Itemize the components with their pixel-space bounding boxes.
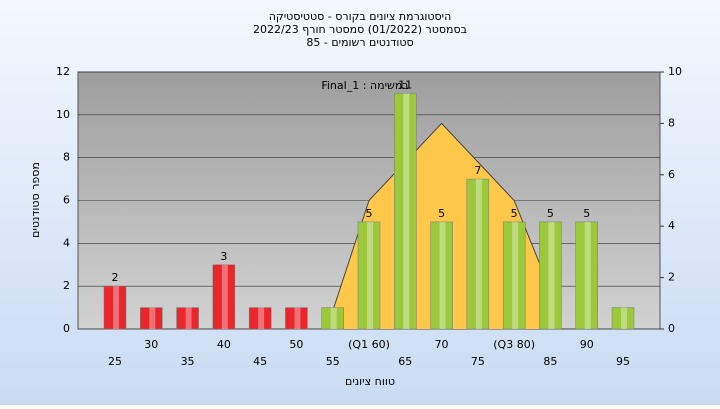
x-tick-label: 90 <box>580 338 594 351</box>
bar <box>575 221 598 330</box>
bar <box>248 307 272 330</box>
bar-highlight <box>258 307 265 329</box>
bar-highlight <box>621 307 627 329</box>
bar <box>466 178 490 330</box>
bar-highlight <box>185 307 192 329</box>
y-tick-label: 2 <box>63 279 70 292</box>
bar-highlight <box>367 221 373 329</box>
x-tick-label: 50 <box>289 338 303 351</box>
value-label: 2 <box>112 271 119 284</box>
y-tick-label: 0 <box>63 322 70 335</box>
bar-highlight <box>584 221 591 329</box>
y2-tick-label: 6 <box>668 168 675 181</box>
x-tick-label: 40 <box>217 338 231 351</box>
bar <box>357 221 381 330</box>
y2-tick-label: 0 <box>668 322 675 335</box>
y-tick-label: 4 <box>63 236 70 249</box>
value-label: 5 <box>583 207 590 220</box>
curve-line <box>332 122 551 312</box>
x-tick-label: 65 <box>398 355 412 368</box>
chart-subtitle: בסמסטר (01/2022) סמסטר חורף 2022/23 <box>253 23 467 36</box>
bar <box>430 221 453 330</box>
bar <box>611 307 635 330</box>
bar <box>212 264 236 330</box>
value-label: 5 <box>438 207 445 220</box>
x-tick-label: 75 <box>471 355 485 368</box>
bar <box>285 307 308 330</box>
bar-highlight <box>113 286 119 329</box>
x-tick-label: 45 <box>253 355 267 368</box>
chart-title: היסטוגרמת ציונים בקורס - סטטיסטיקה <box>269 10 452 23</box>
annotation: Final_1 : במשימה <box>321 79 408 92</box>
x-tick-label: (Q3 80) <box>493 338 535 351</box>
x-axis-label: טווח ציונים <box>345 375 395 388</box>
y2-tick-label: 10 <box>668 65 682 78</box>
bar-highlight <box>330 307 337 329</box>
value-label: 11 <box>398 78 412 91</box>
bar <box>140 307 163 330</box>
bar <box>321 307 344 330</box>
bar <box>502 221 526 330</box>
x-tick-label: 85 <box>543 355 557 368</box>
bar <box>176 307 199 330</box>
x-tick-label: 70 <box>435 338 449 351</box>
y-tick-label: 12 <box>56 65 70 78</box>
y-axis-label: מספר סטודנטים <box>29 162 42 238</box>
bar-highlight <box>439 221 446 329</box>
bar-highlight <box>548 221 555 329</box>
bar-highlight <box>294 307 301 329</box>
value-label: 5 <box>511 207 518 220</box>
bar-highlight <box>149 307 156 329</box>
y-tick-label: 10 <box>56 108 70 121</box>
x-tick-label: 35 <box>181 355 195 368</box>
x-tick-label: 30 <box>144 338 158 351</box>
chart-subtitle: סטודנטים רשומים - 85 <box>306 36 413 49</box>
bar <box>394 93 417 330</box>
x-tick-label: 95 <box>616 355 630 368</box>
x-tick-label: (Q1 60) <box>348 338 390 351</box>
bar-highlight <box>512 221 519 329</box>
value-label: 5 <box>366 207 373 220</box>
bar-highlight <box>221 264 228 329</box>
value-label: 3 <box>220 250 227 263</box>
y-tick-label: 6 <box>63 194 70 207</box>
y2-tick-label: 4 <box>668 219 675 232</box>
y-tick-label: 8 <box>63 151 70 164</box>
bar-highlight <box>475 179 482 329</box>
x-tick-label: 25 <box>108 355 122 368</box>
bar <box>103 285 127 330</box>
value-label: 5 <box>547 207 554 220</box>
bar <box>539 221 562 330</box>
x-tick-label: 55 <box>326 355 340 368</box>
y2-tick-label: 8 <box>668 116 675 129</box>
value-label: 7 <box>474 164 481 177</box>
y2-tick-label: 2 <box>668 271 675 284</box>
bar-highlight <box>403 93 410 330</box>
